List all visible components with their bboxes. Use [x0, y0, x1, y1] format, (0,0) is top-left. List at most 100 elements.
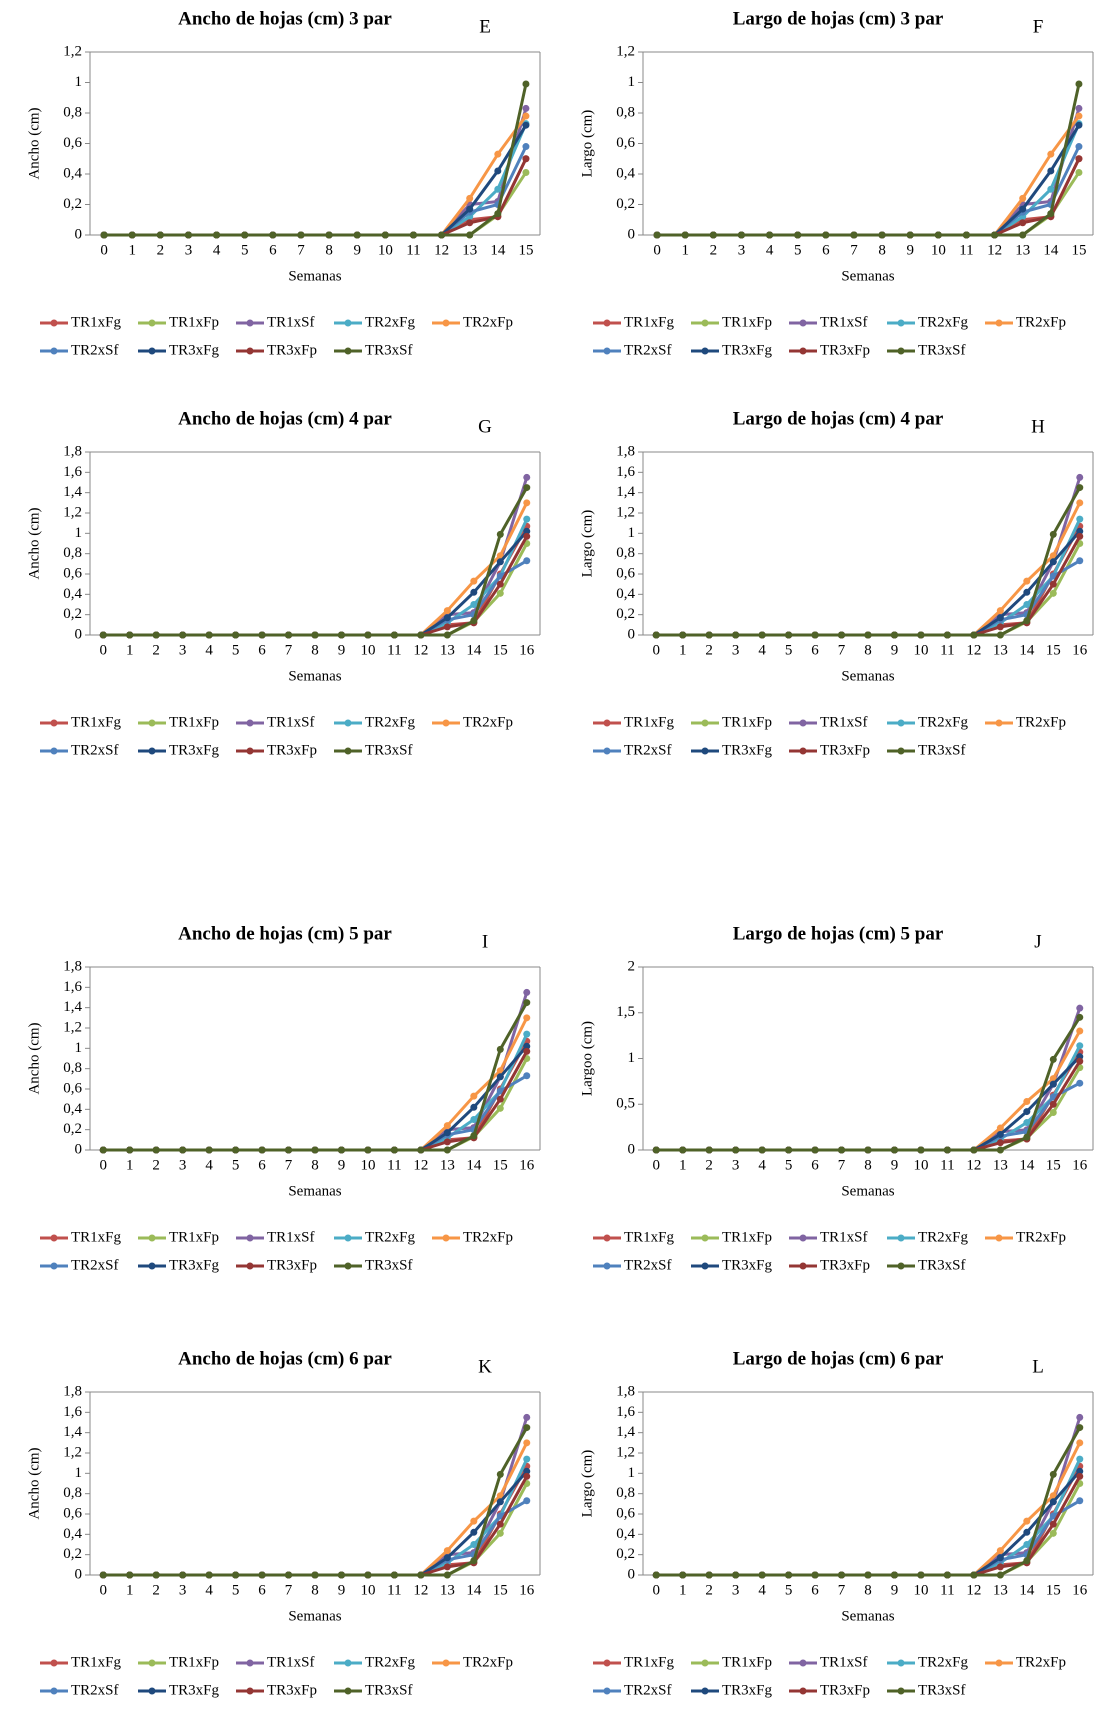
- point: [1023, 1557, 1031, 1565]
- legend-item: TR3xSf: [887, 1682, 966, 1698]
- point: [996, 1130, 1004, 1138]
- legend-marker: [701, 1234, 709, 1242]
- x-tick-label: 10: [913, 1582, 928, 1598]
- point: [470, 1557, 478, 1565]
- legend-label: TR3xFp: [820, 1682, 870, 1698]
- series-line: [656, 535, 1082, 637]
- legend-item: TR3xSf: [334, 342, 413, 358]
- point: [652, 1146, 660, 1154]
- legend-item: TR1xFp: [691, 714, 772, 730]
- point: [443, 1554, 451, 1562]
- point: [1075, 143, 1083, 151]
- x-tick-label: 7: [838, 1582, 846, 1598]
- y-tick-label: 1: [628, 1050, 636, 1066]
- y-axis-label: Largo (cm): [579, 1450, 595, 1518]
- legend-marker: [344, 1687, 352, 1695]
- legend-marker: [799, 1659, 807, 1667]
- point: [890, 1146, 898, 1154]
- x-tick-label: 3: [732, 642, 740, 658]
- x-tick-label: 0: [99, 1582, 107, 1598]
- legend-marker: [50, 719, 58, 727]
- x-tick-label: 1: [128, 242, 136, 258]
- legend-label: TR2xSf: [624, 1257, 672, 1273]
- y-tick-label: 0,2: [63, 606, 82, 622]
- legend-item: TR1xSf: [789, 1654, 868, 1670]
- x-tick-label: 6: [811, 1157, 819, 1173]
- point: [864, 1571, 872, 1579]
- chart: Largo de hojas (cm) 4 par H 0 0,2 0,4 0,6 0,8 1…: [579, 408, 1094, 758]
- y-tick-label: 1: [75, 1040, 83, 1056]
- y-tick-label: 1,8: [63, 1383, 82, 1399]
- legend-marker: [995, 1234, 1003, 1242]
- y-tick-label: 1,2: [616, 1444, 635, 1460]
- point: [443, 631, 451, 639]
- y-tick-label: 0,4: [63, 165, 82, 181]
- point: [381, 231, 389, 239]
- point: [1023, 588, 1031, 596]
- x-tick-label: 13: [440, 642, 455, 658]
- point: [522, 104, 530, 112]
- point: [496, 1095, 504, 1103]
- legend-item: TR3xFg: [138, 1257, 220, 1273]
- point: [1023, 1119, 1031, 1127]
- point: [213, 231, 221, 239]
- point: [1076, 473, 1084, 481]
- x-tick-label: 16: [519, 642, 535, 658]
- y-tick-label: 0,6: [616, 565, 635, 581]
- legend-label: TR2xSf: [71, 1682, 119, 1698]
- legend-item: TR1xFp: [691, 1654, 772, 1670]
- legend-item: TR1xFg: [593, 314, 675, 330]
- legend-marker: [603, 1234, 611, 1242]
- x-tick-label: 12: [966, 642, 981, 658]
- point: [917, 631, 925, 639]
- x-tick-label: 1: [679, 1157, 687, 1173]
- y-tick-label: 1: [628, 525, 636, 541]
- legend-marker: [603, 1687, 611, 1695]
- x-tick-label: 14: [1019, 1157, 1035, 1173]
- x-tick-label: 15: [1046, 642, 1061, 658]
- legend-marker: [344, 747, 352, 755]
- x-tick-label: 14: [1019, 642, 1035, 658]
- point: [311, 1571, 319, 1579]
- x-tick-label: 10: [931, 242, 946, 258]
- legend-label: TR3xSf: [918, 342, 966, 358]
- point: [758, 631, 766, 639]
- point: [681, 231, 689, 239]
- y-tick-label: 1,4: [63, 999, 82, 1015]
- legend-marker: [995, 719, 1003, 727]
- y-tick-label: 0: [628, 626, 636, 642]
- point: [1076, 1042, 1084, 1050]
- x-tick-label: 4: [758, 1157, 766, 1173]
- legend-marker: [701, 319, 709, 327]
- panel-letter: G: [478, 416, 492, 437]
- point: [494, 210, 502, 218]
- chart-title: Ancho de hojas (cm) 3 par: [178, 8, 392, 29]
- x-tick-label: 5: [232, 1157, 240, 1173]
- point: [496, 589, 504, 597]
- legend-label: TR2xFg: [365, 1654, 416, 1670]
- point: [179, 1146, 187, 1154]
- legend-label: TR2xFp: [463, 714, 513, 730]
- x-tick-label: 4: [205, 1582, 213, 1598]
- y-tick-label: 0,8: [616, 104, 635, 120]
- point: [232, 631, 240, 639]
- x-tick-label: 8: [325, 242, 333, 258]
- point: [1076, 1439, 1084, 1447]
- point: [1049, 1520, 1057, 1528]
- legend-label: TR2xFg: [918, 314, 969, 330]
- point: [917, 1571, 925, 1579]
- point: [1019, 219, 1027, 227]
- legend-label: TR2xFp: [463, 314, 513, 330]
- point: [523, 1497, 531, 1505]
- y-tick-label: 1,8: [63, 443, 82, 459]
- point: [996, 614, 1004, 622]
- point: [679, 631, 687, 639]
- x-tick-label: 16: [1072, 1157, 1088, 1173]
- point: [1047, 210, 1055, 218]
- point: [325, 231, 333, 239]
- point: [1049, 1080, 1057, 1088]
- point: [1049, 552, 1057, 560]
- x-tick-label: 5: [785, 1157, 793, 1173]
- legend-marker: [603, 1659, 611, 1667]
- x-tick-label: 11: [940, 642, 954, 658]
